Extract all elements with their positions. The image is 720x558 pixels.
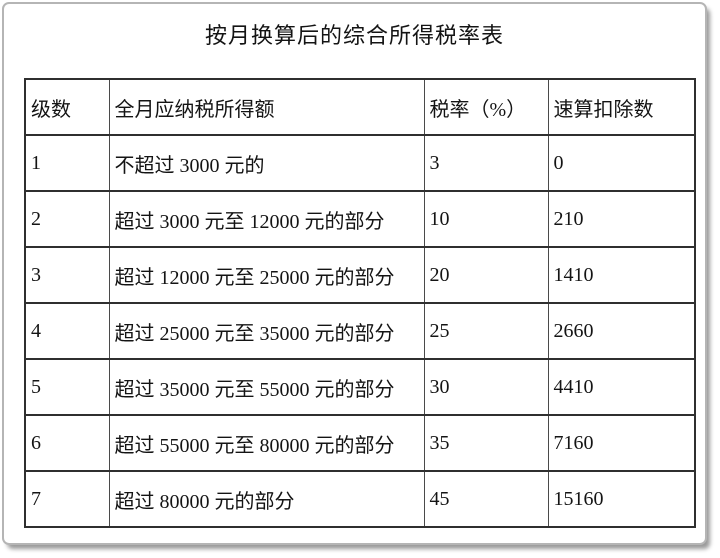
table-cell: 超过 55000 元至 80000 元的部分: [108, 414, 425, 472]
column-header: 速算扣除数: [547, 78, 696, 136]
table-row: 2 超过 3000 元至 12000 元的部分 10 210: [24, 190, 696, 248]
table-cell: 4: [24, 302, 110, 360]
table-cell: 4410: [547, 358, 696, 416]
column-header: 全月应纳税所得额: [108, 78, 425, 136]
table-cell: 6: [24, 414, 110, 472]
table-cell: 1410: [547, 246, 696, 304]
table-cell: 2660: [547, 302, 696, 360]
table-cell: 超过 3000 元至 12000 元的部分: [108, 190, 425, 248]
table-cell: 超过 25000 元至 35000 元的部分: [108, 302, 425, 360]
table-cell: 7: [24, 470, 110, 528]
table-cell: 3: [24, 246, 110, 304]
table-cell: 超过 12000 元至 25000 元的部分: [108, 246, 425, 304]
page-title: 按月换算后的综合所得税率表: [204, 23, 504, 48]
table-cell: 0: [547, 134, 696, 192]
table-row: 6 超过 55000 元至 80000 元的部分 35 7160: [24, 414, 696, 472]
table-row: 7 超过 80000 元的部分 45 15160: [24, 470, 696, 528]
table-cell: 210: [547, 190, 696, 248]
tax-table: 级数 全月应纳税所得额 税率（%） 速算扣除数 1 不超过 3000 元的 3 0 2 超过 3…: [24, 78, 696, 528]
table-cell: 30: [423, 358, 549, 416]
table-cell: 45: [423, 470, 549, 528]
table-cell: 10: [423, 190, 549, 248]
page-card: 按月换算后的综合所得税率表 级数 全月应纳税所得额 税率（%） 速算扣除数 1 不超过 …: [2, 2, 707, 545]
table-row: 3 超过 12000 元至 25000 元的部分 20 1410: [24, 246, 696, 304]
table-body: 1 不超过 3000 元的 3 0 2 超过 3000 元至 12000 元的部分 10 21…: [24, 134, 696, 528]
table-cell: 35: [423, 414, 549, 472]
table-cell: 25: [423, 302, 549, 360]
table-row: 1 不超过 3000 元的 3 0: [24, 134, 696, 192]
table-cell: 20: [423, 246, 549, 304]
table-cell: 2: [24, 190, 110, 248]
table-row: 4 超过 25000 元至 35000 元的部分 25 2660: [24, 302, 696, 360]
table-cell: 超过 80000 元的部分: [108, 470, 425, 528]
table-cell: 5: [24, 358, 110, 416]
table-row: 5 超过 35000 元至 55000 元的部分 30 4410: [24, 358, 696, 416]
table-cell: 1: [24, 134, 110, 192]
table-cell: 超过 35000 元至 55000 元的部分: [108, 358, 425, 416]
table-cell: 15160: [547, 470, 696, 528]
table-head: 级数 全月应纳税所得额 税率（%） 速算扣除数: [24, 78, 696, 136]
table-cell: 3: [423, 134, 549, 192]
column-header: 级数: [24, 78, 110, 136]
table-cell: 不超过 3000 元的: [108, 134, 425, 192]
table-cell: 7160: [547, 414, 696, 472]
column-header: 税率（%）: [423, 78, 549, 136]
table-header-row: 级数 全月应纳税所得额 税率（%） 速算扣除数: [24, 78, 696, 136]
